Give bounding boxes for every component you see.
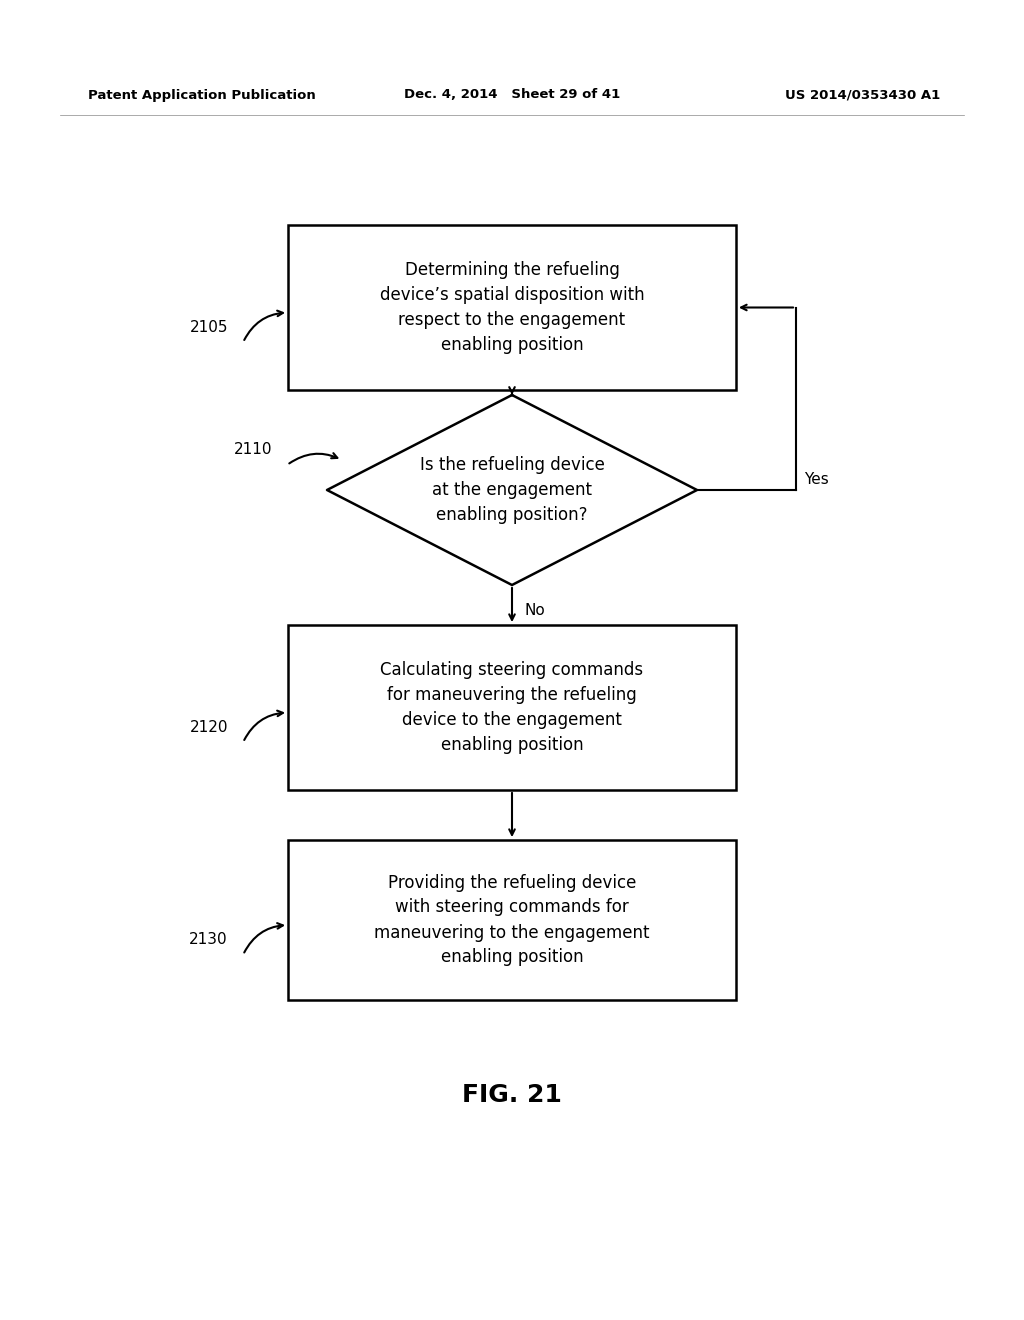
Text: 2110: 2110 <box>233 442 272 458</box>
Text: Calculating steering commands
for maneuvering the refueling
device to the engage: Calculating steering commands for maneuv… <box>381 661 643 754</box>
Text: 2105: 2105 <box>189 319 228 335</box>
Text: Determining the refueling
device’s spatial disposition with
respect to the engag: Determining the refueling device’s spati… <box>380 261 644 354</box>
Text: 2120: 2120 <box>189 719 228 735</box>
Bar <box>288 840 736 1001</box>
Text: Patent Application Publication: Patent Application Publication <box>88 88 315 102</box>
Text: FIG. 21: FIG. 21 <box>462 1082 562 1107</box>
Text: Yes: Yes <box>804 473 828 487</box>
Text: 2130: 2130 <box>189 932 228 948</box>
Text: US 2014/0353430 A1: US 2014/0353430 A1 <box>784 88 940 102</box>
Polygon shape <box>327 395 697 585</box>
Text: Dec. 4, 2014   Sheet 29 of 41: Dec. 4, 2014 Sheet 29 of 41 <box>403 88 621 102</box>
Text: Providing the refueling device
with steering commands for
maneuvering to the eng: Providing the refueling device with stee… <box>374 874 650 966</box>
Bar <box>288 224 736 389</box>
Text: No: No <box>524 603 545 618</box>
Text: Is the refueling device
at the engagement
enabling position?: Is the refueling device at the engagemen… <box>420 455 604 524</box>
Bar <box>288 624 736 789</box>
